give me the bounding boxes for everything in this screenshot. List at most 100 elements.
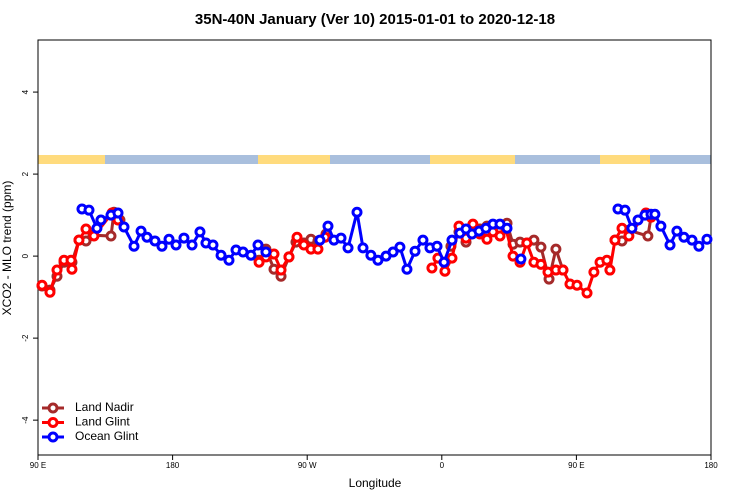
data-point: [245, 249, 257, 261]
ocean-band: [38, 155, 711, 164]
data-point: [387, 246, 399, 258]
data-point: [283, 251, 295, 263]
x-axis-label: Longitude: [349, 476, 402, 490]
data-point: [178, 232, 190, 244]
data-point: [260, 246, 272, 258]
data-point: [44, 286, 56, 298]
data-point: [515, 253, 527, 265]
data-point: [365, 249, 377, 261]
data-point: [215, 249, 227, 261]
data-point: [36, 279, 48, 291]
x-tick-label: 90 W: [298, 461, 317, 470]
data-point: [701, 233, 713, 245]
y-tick-label: 4: [21, 89, 30, 94]
data-point: [671, 225, 683, 237]
data-point: [446, 252, 458, 264]
land-band: [430, 155, 515, 164]
data-point: [73, 234, 85, 246]
data-point: [135, 225, 147, 237]
data-point: [439, 265, 451, 277]
data-point: [105, 230, 117, 242]
data-point: [664, 239, 676, 251]
data-point: [312, 243, 324, 255]
y-tick-label: 2: [21, 171, 30, 176]
data-point: [156, 240, 168, 252]
data-point: [95, 214, 107, 226]
data-point: [170, 239, 182, 251]
data-point: [601, 254, 613, 266]
data-point: [112, 207, 124, 219]
chart-title: 35N-40N January (Ver 10) 2015-01-01 to 2…: [195, 11, 555, 28]
data-point: [409, 245, 421, 257]
legend-marker: [47, 431, 59, 443]
y-tick-label: 0: [21, 253, 30, 258]
data-point: [253, 256, 265, 268]
x-tick-label: 90 E: [568, 461, 584, 470]
land-band: [38, 155, 105, 164]
data-point: [207, 239, 219, 251]
data-point: [686, 234, 698, 246]
x-tick-label: 180: [166, 461, 180, 470]
data-point: [91, 222, 103, 234]
y-axis-label: XCO2 - MLO trend (ppm): [0, 181, 14, 316]
series-line: [318, 211, 508, 274]
x-tick-label: 180: [704, 461, 718, 470]
data-point: [186, 239, 198, 251]
y-tick-label: -4: [21, 416, 30, 424]
data-point: [446, 234, 458, 246]
data-point: [128, 240, 140, 252]
data-point: [80, 223, 92, 235]
data-point: [571, 279, 583, 291]
legend-marker: [47, 402, 59, 414]
data-point: [616, 222, 628, 234]
y-tick-label: -2: [21, 334, 30, 342]
data-point: [342, 242, 354, 254]
legend-label: Land Nadir: [75, 400, 134, 414]
land-band: [258, 155, 330, 164]
data-point: [51, 264, 63, 276]
data-point: [535, 241, 547, 253]
data-point: [626, 222, 638, 234]
data-point: [581, 287, 593, 299]
data-point: [467, 218, 479, 230]
data-point: [426, 262, 438, 274]
x-tick-label: 90 E: [30, 461, 46, 470]
data-point: [417, 234, 429, 246]
data-point: [314, 234, 326, 246]
plot-frame: [37, 39, 712, 456]
data-point: [118, 221, 130, 233]
data-point: [619, 204, 631, 216]
data-point: [163, 233, 175, 245]
data-point: [588, 266, 600, 278]
data-point: [372, 254, 384, 266]
data-point: [550, 243, 562, 255]
data-point: [494, 230, 506, 242]
data-point: [649, 208, 661, 220]
data-point: [557, 264, 569, 276]
data-point: [431, 240, 443, 252]
data-point: [194, 226, 206, 238]
data-point: [291, 231, 303, 243]
data-point: [655, 220, 667, 232]
data-point: [394, 241, 406, 253]
data-point: [481, 233, 493, 245]
data-point: [351, 206, 363, 218]
data-point: [401, 263, 413, 275]
land-band: [600, 155, 650, 164]
legend-label: Land Glint: [75, 415, 130, 429]
data-point: [322, 220, 334, 232]
data-point: [335, 232, 347, 244]
data-point: [83, 204, 95, 216]
data-point: [693, 240, 705, 252]
data-point: [275, 264, 287, 276]
data-point: [642, 230, 654, 242]
data-point: [149, 235, 161, 247]
data-point: [501, 222, 513, 234]
data-point: [65, 254, 77, 266]
data-point: [357, 242, 369, 254]
data-point: [535, 258, 547, 270]
legend-marker: [47, 417, 59, 428]
